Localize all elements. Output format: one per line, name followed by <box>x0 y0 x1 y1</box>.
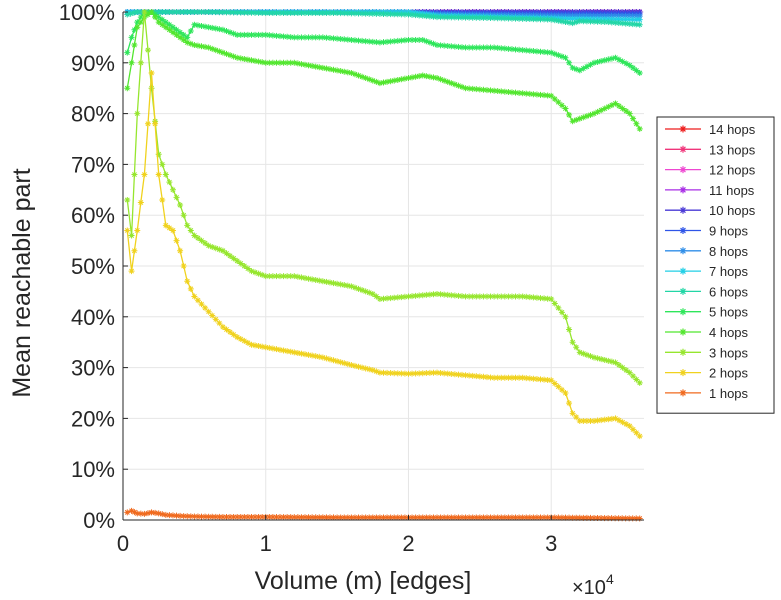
series-2-hops <box>124 69 643 440</box>
legend-swatch-marker <box>679 348 687 356</box>
series-markers <box>124 69 643 440</box>
legend-item: 1 hops <box>665 386 749 401</box>
y-tick-label: 90% <box>71 51 115 76</box>
x-exponent-base: ×10 <box>572 577 606 599</box>
legend-item: 7 hops <box>665 264 749 279</box>
series-markers <box>124 9 643 132</box>
x-axis-exponent: ×104 <box>572 571 614 599</box>
legend-item: 14 hops <box>665 122 756 137</box>
x-tick-label: 2 <box>402 531 414 556</box>
legend-label: 7 hops <box>709 264 749 279</box>
legend-swatch-marker <box>679 328 687 336</box>
x-tick-label: 1 <box>260 531 272 556</box>
legend-swatch-marker <box>679 206 687 214</box>
series-group <box>124 9 643 522</box>
legend: 14 hops 13 hops 12 hops 11 hops 10 hops 9 hop… <box>656 116 775 414</box>
legend-label: 2 hops <box>709 366 749 381</box>
y-tick-label: 0% <box>83 508 115 533</box>
legend-item: 10 hops <box>665 203 756 218</box>
legend-item: 5 hops <box>665 305 749 320</box>
legend-label: 11 hops <box>709 183 755 198</box>
series-1-hops <box>124 507 643 522</box>
legend-swatch-marker <box>679 308 687 316</box>
legend-label: 8 hops <box>709 244 749 259</box>
legend-label: 6 hops <box>709 284 749 299</box>
legend-label: 5 hops <box>709 305 749 320</box>
legend-swatch-marker <box>679 389 687 397</box>
legend-label: 4 hops <box>709 325 749 340</box>
legend-swatch-marker <box>679 125 687 133</box>
legend-swatch-marker <box>679 267 687 275</box>
legend-label: 14 hops <box>709 122 756 137</box>
legend-swatch-marker <box>679 247 687 255</box>
legend-swatch-marker <box>679 287 687 295</box>
series-3-hops <box>124 9 643 386</box>
legend-label: 13 hops <box>709 142 756 157</box>
legend-item: 3 hops <box>665 345 749 360</box>
legend-label: 9 hops <box>709 224 749 239</box>
x-tick-label: 0 <box>117 531 129 556</box>
legend-label: 3 hops <box>709 345 749 360</box>
y-tick-label: 80% <box>71 102 115 127</box>
legend-label: 1 hops <box>709 386 749 401</box>
y-tick-label: 30% <box>71 356 115 381</box>
legend-swatch-marker <box>679 145 687 153</box>
y-tick-label: 10% <box>71 457 115 482</box>
legend-swatch-marker <box>679 186 687 194</box>
legend-item: 4 hops <box>665 325 749 340</box>
legend-swatch-marker <box>679 369 687 377</box>
y-axis-label: Mean reachable part <box>8 168 36 397</box>
series-markers <box>124 507 643 522</box>
series-6-hops <box>124 9 643 28</box>
legend-item: 12 hops <box>665 163 756 178</box>
legend-swatch-marker <box>679 166 687 174</box>
x-axis-label: Volume (m) [edges] <box>255 567 472 595</box>
y-tick-label: 20% <box>71 406 115 431</box>
series-markers <box>124 9 643 386</box>
y-tick-label: 60% <box>71 203 115 228</box>
x-tick-label: 3 <box>545 531 557 556</box>
series-4-hops <box>124 9 643 132</box>
legend-label: 10 hops <box>709 203 756 218</box>
legend-item: 13 hops <box>665 142 756 157</box>
legend-item: 11 hops <box>665 183 755 198</box>
series-markers <box>124 9 643 28</box>
legend-item: 8 hops <box>665 244 749 259</box>
legend-label: 12 hops <box>709 163 756 178</box>
tick-labels: 0% 10% 20% 30% 40% 50% 60% 70% 80% 90% 100% 0 1 2 3 <box>59 0 558 556</box>
legend-item: 6 hops <box>665 284 749 299</box>
y-tick-label: 70% <box>71 152 115 177</box>
y-tick-label: 40% <box>71 305 115 330</box>
y-tick-label: 50% <box>71 254 115 279</box>
legend-box <box>656 116 775 414</box>
legend-swatch-marker <box>679 227 687 234</box>
series-5-hops <box>124 9 643 76</box>
legend-item: 9 hops <box>665 224 749 239</box>
series-markers <box>124 9 643 76</box>
y-tick-label: 100% <box>59 0 115 25</box>
x-exponent-power: 4 <box>606 571 614 587</box>
legend-item: 2 hops <box>665 366 749 381</box>
